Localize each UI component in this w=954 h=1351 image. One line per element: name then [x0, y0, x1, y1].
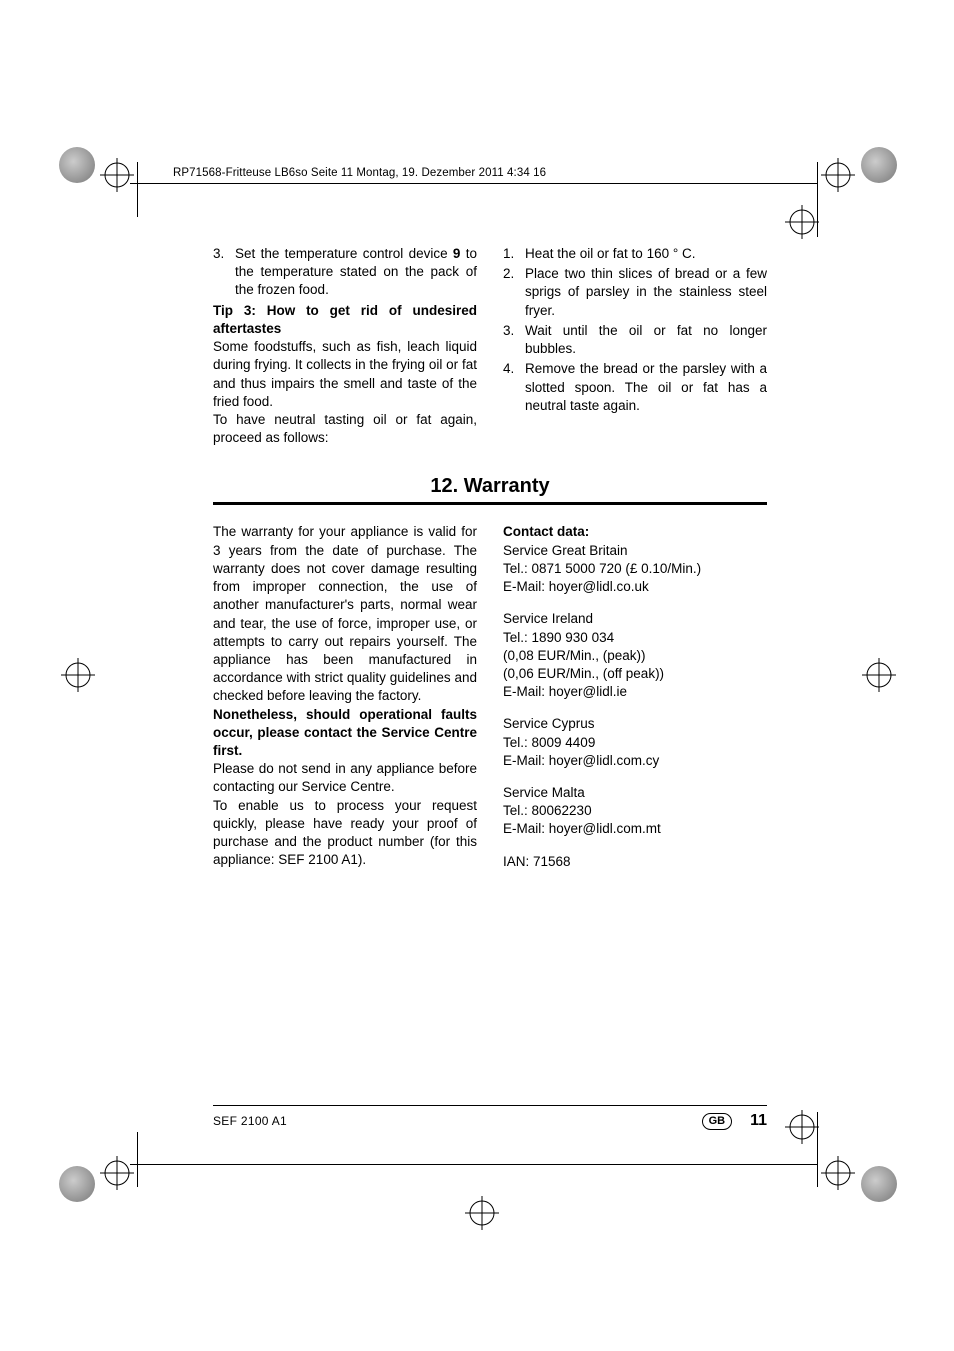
service-name: Service Ireland: [503, 611, 593, 626]
step-text: Set the temperature control device 9 to …: [235, 245, 477, 300]
section-rule: [213, 502, 767, 505]
service-email: E-Mail: hoyer@lidl.com.mt: [503, 821, 661, 836]
list-item: 1.Heat the oil or fat to 160 ° C.: [503, 245, 767, 263]
service-tel: Tel.: 1890 930 034: [503, 630, 614, 645]
tip3-step-list: 1.Heat the oil or fat to 160 ° C. 2.Plac…: [503, 245, 767, 415]
tips-right-column: 1.Heat the oil or fat to 160 ° C. 2.Plac…: [503, 245, 767, 447]
step-text: Place two thin slices of bread or a few …: [525, 265, 767, 320]
crop-line: [130, 183, 818, 184]
corner-ornament-bl: [59, 1166, 95, 1202]
registration-mark: [785, 205, 819, 239]
step-text: Wait until the oil or fat no longer bubb…: [525, 322, 767, 358]
service-mt: Service Malta Tel.: 80062230 E-Mail: hoy…: [503, 784, 767, 839]
service-tel: Tel.: 0871 5000 720 (£ 0.10/Min.): [503, 561, 701, 576]
crop-line: [817, 1112, 818, 1187]
warranty-para: The warranty for your appliance is valid…: [213, 523, 477, 705]
registration-mark: [785, 1110, 819, 1144]
tips-columns: 3. Set the temperature control device 9 …: [213, 245, 767, 447]
service-name: Service Great Britain: [503, 543, 628, 558]
step-number: 4.: [503, 360, 525, 415]
tip3-para: Some foodstuffs, such as fish, leach liq…: [213, 338, 477, 411]
list-item: 3.Wait until the oil or fat no longer bu…: [503, 322, 767, 358]
list-item: 3. Set the temperature control device 9 …: [213, 245, 477, 300]
page-content: 3. Set the temperature control device 9 …: [213, 245, 767, 871]
crop-line: [137, 1132, 138, 1187]
warranty-right-column: Contact data: Service Great Britain Tel.…: [503, 523, 767, 871]
step-number: 2.: [503, 265, 525, 320]
country-badge: GB: [702, 1113, 733, 1130]
warranty-bold-note: Nonetheless, should operational faults o…: [213, 706, 477, 761]
crop-line: [137, 162, 138, 217]
warranty-heading: 12. Warranty: [213, 475, 767, 498]
step-text: Remove the bread or the parsley with a s…: [525, 360, 767, 415]
service-rate: (0,08 EUR/Min., (peak)): [503, 648, 646, 663]
tip3-title: Tip 3: How to get rid of undesired after…: [213, 302, 477, 338]
warranty-para: Please do not send in any appliance befo…: [213, 760, 477, 796]
list-item: 2.Place two thin slices of bread or a fe…: [503, 265, 767, 320]
service-email: E-Mail: hoyer@lidl.ie: [503, 684, 627, 699]
corner-ornament-tr: [861, 147, 897, 183]
crop-line: [817, 162, 818, 237]
ian-number: IAN: 71568: [503, 853, 767, 871]
service-tel: Tel.: 8009 4409: [503, 735, 595, 750]
step-number: 1.: [503, 245, 525, 263]
service-ie: Service Ireland Tel.: 1890 930 034 (0,08…: [503, 610, 767, 701]
crop-line: [130, 1164, 818, 1165]
page-footer: SEF 2100 A1 GB 11: [213, 1112, 767, 1130]
registration-mark: [100, 1156, 134, 1190]
service-email: E-Mail: hoyer@lidl.com.cy: [503, 753, 659, 768]
footer-model: SEF 2100 A1: [213, 1114, 287, 1128]
contact-title: Contact data:: [503, 523, 767, 541]
tips-left-column: 3. Set the temperature control device 9 …: [213, 245, 477, 447]
warranty-para: To enable us to process your request qui…: [213, 797, 477, 870]
imposition-header: RP71568-Fritteuse LB6so Seite 11 Montag,…: [173, 167, 546, 179]
list-item: 4.Remove the bread or the parsley with a…: [503, 360, 767, 415]
warranty-columns: The warranty for your appliance is valid…: [213, 523, 767, 871]
registration-mark: [821, 158, 855, 192]
service-gb: Service Great Britain Tel.: 0871 5000 72…: [503, 542, 767, 597]
step-number: 3.: [213, 245, 235, 300]
registration-mark: [61, 658, 95, 692]
registration-mark: [862, 658, 896, 692]
service-email: E-Mail: hoyer@lidl.co.uk: [503, 579, 649, 594]
corner-ornament-br: [861, 1166, 897, 1202]
service-tel: Tel.: 80062230: [503, 803, 592, 818]
service-name: Service Cyprus: [503, 716, 595, 731]
step-number: 3.: [503, 322, 525, 358]
corner-ornament-tl: [59, 147, 95, 183]
tip2-step-list: 3. Set the temperature control device 9 …: [213, 245, 477, 300]
tip3-para: To have neutral tasting oil or fat again…: [213, 411, 477, 447]
warranty-left-column: The warranty for your appliance is valid…: [213, 523, 477, 871]
registration-mark: [465, 1196, 499, 1230]
step-text: Heat the oil or fat to 160 ° C.: [525, 245, 767, 263]
registration-mark: [100, 158, 134, 192]
registration-mark: [821, 1156, 855, 1190]
footer-rule: [213, 1105, 767, 1106]
service-name: Service Malta: [503, 785, 585, 800]
page-number: 11: [750, 1112, 767, 1130]
service-rate: (0,06 EUR/Min., (off peak)): [503, 666, 664, 681]
service-cy: Service Cyprus Tel.: 8009 4409 E-Mail: h…: [503, 715, 767, 770]
